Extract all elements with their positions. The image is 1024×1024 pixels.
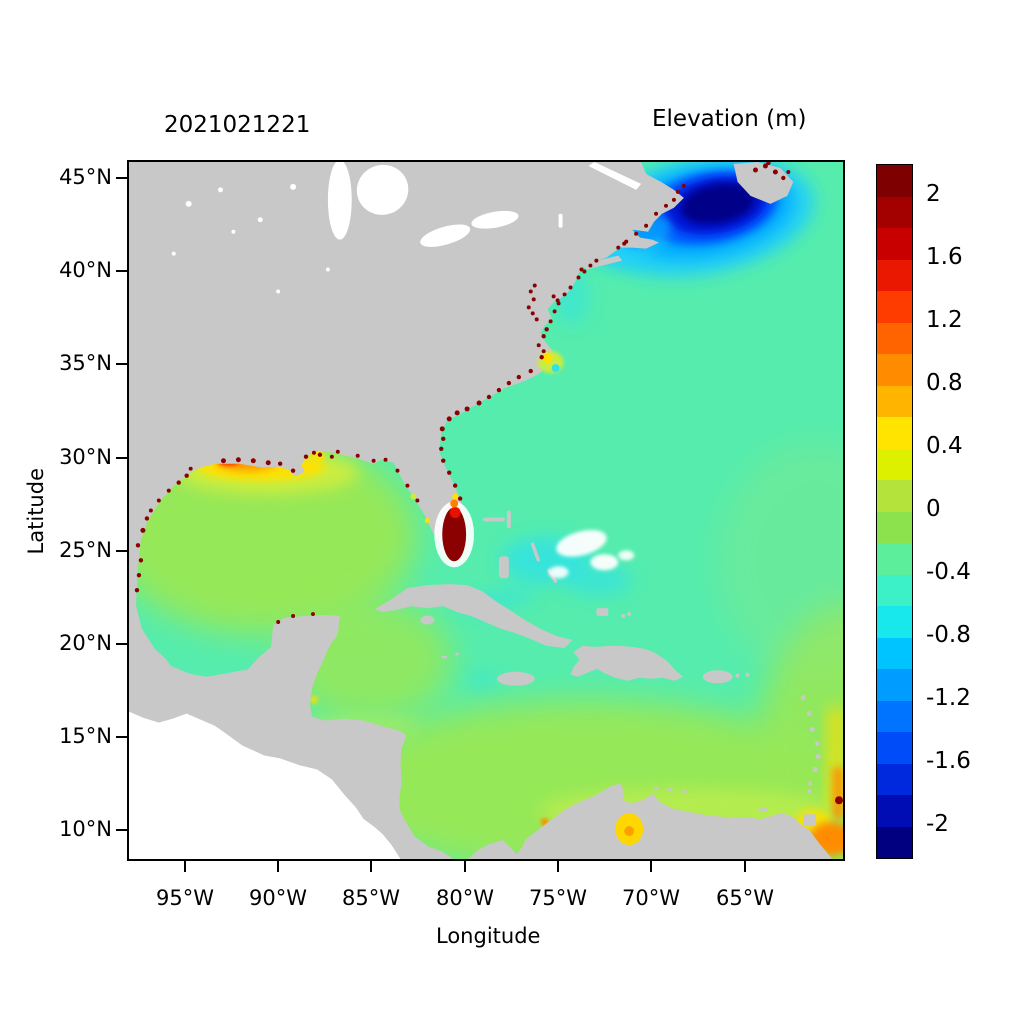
- colorbar-segment: [877, 354, 912, 386]
- y-tick-label: 15°N: [38, 724, 112, 748]
- y-tick-label: 45°N: [38, 165, 112, 189]
- x-tick-mark: [744, 861, 746, 872]
- colorbar-segment: [877, 732, 912, 764]
- colorbar-tick-label: -1.6: [926, 748, 1006, 774]
- x-tick-label: 70°W: [606, 886, 696, 910]
- x-tick-mark: [557, 861, 559, 872]
- x-tick-label: 95°W: [140, 886, 230, 910]
- y-tick-label: 10°N: [38, 817, 112, 841]
- lake-maracaibo-high: [615, 813, 643, 845]
- colorbar-tick-label: 0: [926, 496, 1006, 522]
- colorbar-segment: [877, 323, 912, 355]
- colorbar-segment: [877, 197, 912, 229]
- plot-area: [127, 160, 845, 861]
- colorbar-segment: [877, 260, 912, 292]
- x-tick-label: 90°W: [233, 886, 323, 910]
- y-tick-mark: [116, 550, 127, 552]
- colorbar-segment: [877, 543, 912, 575]
- x-tick-label: 85°W: [326, 886, 416, 910]
- y-tick-label: 30°N: [38, 445, 112, 469]
- colorbar-tick-label: -2: [926, 811, 1006, 837]
- map-canvas: [129, 162, 843, 859]
- colorbar-segment: [877, 669, 912, 701]
- x-tick-mark: [370, 861, 372, 872]
- y-tick-mark: [116, 270, 127, 272]
- colorbar-segment: [877, 165, 912, 197]
- y-tick-mark: [116, 736, 127, 738]
- island-jamaica: [497, 672, 535, 686]
- colorbar-segment: [877, 449, 912, 481]
- colorbar-segment: [877, 480, 912, 512]
- colorbar-tick-label: 2: [926, 181, 1006, 207]
- pamlico-sound-high: [538, 351, 564, 373]
- island-trinidad: [803, 814, 816, 826]
- colorbar-segment: [877, 512, 912, 544]
- x-tick-mark: [464, 861, 466, 872]
- colorbar-segment: [877, 386, 912, 418]
- colorbar: [876, 164, 913, 859]
- colorbar-segment: [877, 291, 912, 323]
- colorbar-tick-label: -1.2: [926, 685, 1006, 711]
- colorbar-segment: [877, 764, 912, 796]
- y-tick-label: 25°N: [38, 538, 112, 562]
- x-tick-mark: [650, 861, 652, 872]
- y-tick-mark: [116, 363, 127, 365]
- x-tick-label: 80°W: [420, 886, 510, 910]
- y-axis-label: Latitude: [24, 468, 48, 554]
- colorbar-title: Elevation (m): [652, 106, 807, 132]
- date-label: 2021021221: [164, 112, 310, 138]
- colorbar-segment: [877, 638, 912, 670]
- x-tick-mark: [184, 861, 186, 872]
- x-axis-label: Longitude: [436, 924, 536, 948]
- x-tick-label: 75°W: [513, 886, 603, 910]
- y-tick-mark: [116, 829, 127, 831]
- colorbar-tick-label: 0.4: [926, 433, 1006, 459]
- y-tick-label: 35°N: [38, 351, 112, 375]
- colorbar-tick-label: -0.8: [926, 622, 1006, 648]
- colorbar-segment: [877, 827, 912, 859]
- colorbar-segment: [877, 417, 912, 449]
- colorbar-segment: [877, 795, 912, 827]
- island-puerto-rico: [703, 670, 733, 683]
- y-tick-mark: [116, 643, 127, 645]
- x-tick-mark: [277, 861, 279, 872]
- y-tick-label: 40°N: [38, 258, 112, 282]
- colorbar-tick-label: 1.2: [926, 307, 1006, 333]
- colorbar-tick-label: -0.4: [926, 559, 1006, 585]
- colorbar-segment: [877, 228, 912, 260]
- x-tick-label: 65°W: [700, 886, 790, 910]
- colorbar-tick-label: 1.6: [926, 244, 1006, 270]
- figure: 2021021221 Elevation (m) 45°N 40°N 35°N …: [0, 0, 1024, 1024]
- colorbar-tick-label: 0.8: [926, 370, 1006, 396]
- y-tick-mark: [116, 177, 127, 179]
- colorbar-segment: [877, 606, 912, 638]
- colorbar-segment: [877, 575, 912, 607]
- colorbar-segment: [877, 701, 912, 733]
- y-tick-mark: [116, 457, 127, 459]
- y-tick-label: 20°N: [38, 631, 112, 655]
